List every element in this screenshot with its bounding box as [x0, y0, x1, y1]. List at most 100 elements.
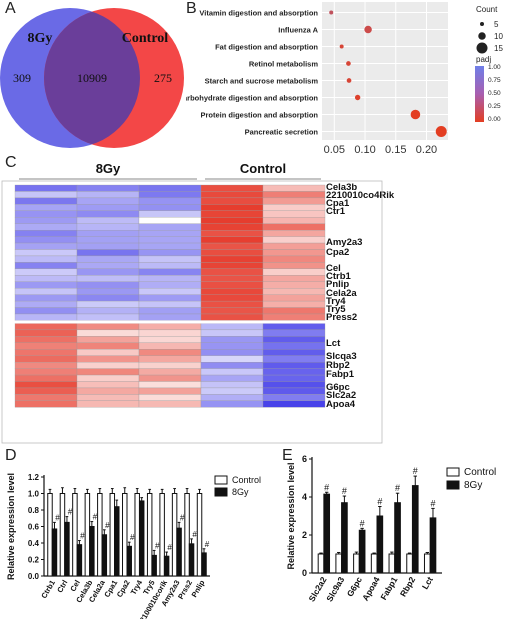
- size-legend-label: 10: [494, 32, 503, 41]
- heatmap-row-label: Fabp1: [326, 369, 355, 380]
- heatmap-cell: [76, 255, 140, 263]
- heatmap-cell: [76, 275, 140, 282]
- heatmap-cell: [14, 342, 78, 350]
- bar-8gy: [114, 506, 120, 577]
- heatmap-cell: [262, 184, 326, 192]
- heatmap-cell: [200, 204, 264, 211]
- heatmap-cell: [262, 400, 326, 408]
- bar-control: [159, 493, 165, 577]
- heatmap-cell: [200, 336, 264, 343]
- heatmap-cell: [262, 210, 326, 218]
- heatmap-cell: [262, 268, 326, 276]
- heatmap-cell: [262, 336, 326, 343]
- y-tick-label: 0.4: [28, 539, 40, 548]
- dot-plot-category: Protein digestion and absorption: [200, 111, 318, 120]
- color-legend-tick: 0.50: [488, 90, 501, 97]
- dot-plot-panel: [322, 2, 448, 140]
- heatmap-cell: [200, 361, 264, 369]
- heatmap-cell: [262, 374, 326, 382]
- x-category-label: Ctrl: [55, 579, 69, 595]
- significance-mark: #: [167, 543, 172, 552]
- bar-8gy: [188, 543, 195, 577]
- y-tick-label: 0.0: [28, 572, 40, 581]
- heatmap-cell: [262, 300, 326, 308]
- heatmap-cell: [14, 300, 78, 308]
- heatmap-cell: [76, 230, 140, 237]
- heatmap-cell: [262, 204, 326, 211]
- heatmap-cell: [262, 394, 326, 401]
- heatmap-cell: [14, 349, 78, 356]
- venn-diagram: 8Gy Control 309 10909 275: [0, 8, 184, 148]
- heatmap-cell: [262, 191, 326, 199]
- heatmap-cell: [14, 217, 78, 224]
- heatmap-cell: [262, 342, 326, 350]
- heatmap-cell: [14, 236, 78, 244]
- heatmap-cell: [138, 361, 202, 369]
- color-legend-tick: 0.25: [488, 103, 501, 110]
- bar-control: [335, 553, 343, 574]
- bar-control: [406, 553, 413, 574]
- heatmap-cell: [76, 349, 140, 356]
- heatmap-row-label: Slcqa3: [326, 351, 357, 362]
- heatmap-cell: [138, 249, 202, 257]
- dot-plot-category: Pancreatic secretion: [245, 128, 319, 137]
- heatmap-cell: [200, 262, 264, 270]
- heatmap-cell: [262, 329, 326, 337]
- heatmap-cell: [138, 262, 202, 270]
- heatmap-row-label: Cel: [326, 263, 341, 274]
- significance-mark: #: [430, 498, 435, 508]
- heatmap-cell: [138, 400, 202, 408]
- heatmap-cell: [200, 255, 264, 263]
- y-tick-label: 1.0: [28, 490, 40, 499]
- bar-8gy: [89, 526, 95, 577]
- heatmap-cell: [200, 268, 264, 276]
- bar-control: [134, 493, 140, 577]
- heatmap-cell: [14, 400, 78, 408]
- heatmap-cell: [76, 217, 140, 224]
- x-category-label: Pnlip: [190, 578, 207, 599]
- heatmap-cell: [138, 288, 202, 295]
- heatmap-cell: [14, 191, 78, 199]
- heatmap-cell: [138, 230, 202, 237]
- heatmap-cell: [200, 210, 264, 218]
- heatmap-cell: [200, 281, 264, 289]
- panel-letter-a: A: [5, 0, 16, 17]
- bar-chart-d: Relative expression level 0.0 0.2 0.4 0.6 0.8…: [6, 473, 261, 619]
- heatmap-cell: [200, 342, 264, 350]
- dot-plot-category: Carbohydrate digestion and absorption: [186, 94, 318, 103]
- heatmap-cell: [76, 204, 140, 211]
- heatmap-cell: [138, 217, 202, 224]
- legend-label: 8Gy: [232, 487, 249, 497]
- bar-control: [84, 493, 91, 577]
- bar-chart-e: Relative expression level0246#Slc2a2#Slc…: [286, 454, 496, 603]
- bar-control: [353, 553, 360, 574]
- bar-control: [317, 553, 325, 574]
- heatmap-cell: [14, 197, 78, 205]
- heatmap-cell: [200, 300, 264, 308]
- kegg-dot-plot: 0.05 0.10 0.15 0.20 Vitamin digestion and ab…: [186, 2, 503, 155]
- bar-8gy: [101, 534, 108, 577]
- heatmap-cell: [76, 342, 140, 350]
- heatmap-cell: [138, 210, 202, 218]
- heatmap-cell: [138, 294, 202, 302]
- heatmap-row-label: Apoa4: [326, 399, 356, 410]
- heatmap-cell: [138, 242, 202, 250]
- dot-plot-point: [354, 94, 361, 101]
- heatmap-cell: [76, 361, 140, 369]
- heatmap-cell: [76, 313, 140, 321]
- heatmap-cell: [200, 394, 264, 401]
- bar-8gy: [376, 515, 384, 574]
- heatmap-cell: [76, 323, 140, 331]
- dot-plot-category: Influenza A: [278, 26, 318, 35]
- heatmap-cell: [138, 342, 202, 350]
- panel-letter-c: C: [5, 154, 17, 171]
- heatmap-cell: [14, 323, 78, 331]
- dot-plot-point: [346, 61, 351, 66]
- venn-left-label: 8Gy: [28, 31, 53, 46]
- heatmap-cell: [200, 313, 264, 321]
- size-legend-dot: [478, 32, 486, 40]
- heatmap-cell: [138, 268, 202, 276]
- bar-control: [122, 493, 128, 577]
- significance-mark: #: [360, 518, 365, 528]
- bar-8gy: [76, 544, 83, 577]
